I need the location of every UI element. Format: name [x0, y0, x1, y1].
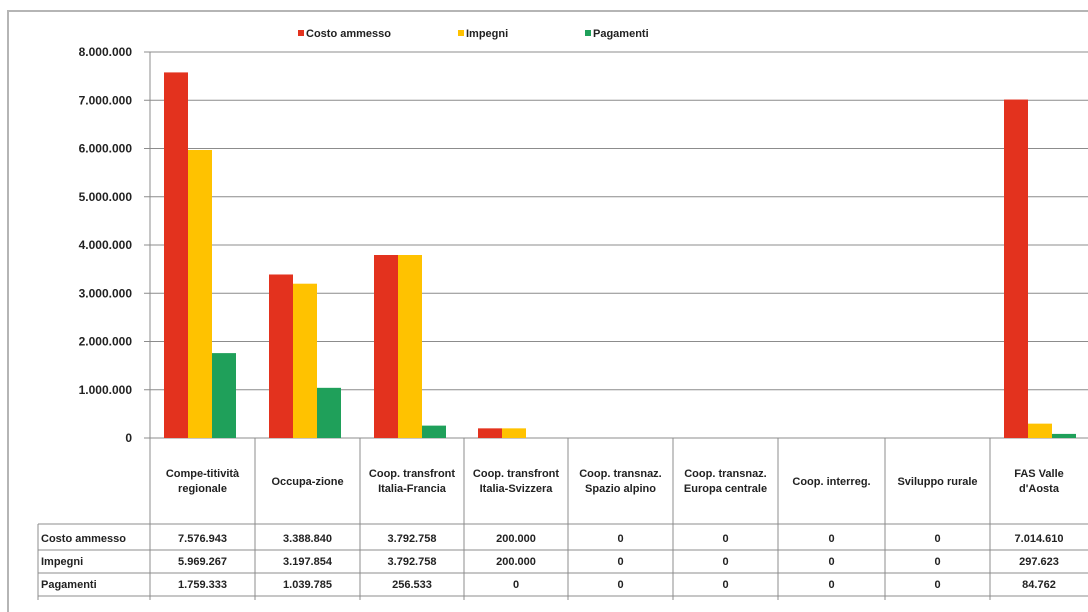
table-cell: 0: [722, 533, 729, 545]
bar: [374, 254, 398, 438]
table-cell: 84.762: [1022, 579, 1056, 591]
bar: [478, 428, 502, 438]
table-cell: 0: [934, 579, 941, 591]
table-cell: 0: [722, 579, 729, 591]
table-row-label: Pagamenti: [41, 579, 97, 591]
bar: [317, 387, 341, 438]
table-cell: 3.197.854: [283, 556, 332, 568]
table-row-label: Costo ammesso: [41, 533, 126, 545]
bar: [164, 72, 188, 438]
table-cell: 1.039.785: [283, 579, 332, 591]
table-cell: 3.792.758: [387, 533, 437, 545]
y-tick-label: 5.000.000: [79, 190, 133, 204]
y-tick-label: 7.000.000: [79, 93, 133, 107]
category-label: Coop. transfront Italia-Svizzera: [472, 468, 560, 495]
table-cell: 7.576.943: [178, 533, 227, 545]
table-cell: 0: [828, 579, 835, 591]
table-cell: 200.000: [496, 533, 536, 545]
y-tick-label: 0: [125, 431, 132, 445]
bar: [293, 283, 317, 438]
legend-label: Pagamenti: [593, 28, 649, 40]
table-row-label: Impegni: [41, 556, 84, 568]
y-tick-label: 3.000.000: [79, 286, 133, 300]
bar: [1004, 99, 1028, 438]
legend-swatch: [585, 30, 591, 36]
bar: [188, 149, 212, 439]
category-label: Compe-titività regionale: [165, 468, 240, 495]
legend-swatch: [298, 30, 304, 36]
table-cell: 0: [617, 533, 624, 545]
bar: [269, 274, 293, 438]
legend-swatch: [458, 30, 464, 36]
table-cell: 0: [617, 556, 624, 568]
category-label: Coop. transfront Italia-Francia: [368, 468, 456, 495]
legend-label: Impegni: [466, 28, 508, 40]
table-cell: 5.969.267: [178, 556, 227, 568]
bar: [212, 353, 236, 438]
table-cell: 0: [722, 556, 729, 568]
category-label: Occupa-zione: [271, 475, 344, 488]
legend-label: Costo ammesso: [306, 28, 391, 40]
category-label: Coop. transnaz. Europa centrale: [683, 468, 768, 495]
y-tick-label: 4.000.000: [79, 238, 133, 252]
table-cell: 3.792.758: [387, 556, 437, 568]
chart-frame: [7, 10, 1088, 612]
table-cell: 0: [617, 579, 624, 591]
table-cell: 3.388.840: [283, 533, 332, 545]
y-tick-label: 6.000.000: [79, 142, 133, 156]
bar: [1052, 433, 1076, 438]
y-tick-label: 2.000.000: [79, 335, 133, 349]
bar: [422, 425, 446, 438]
bar: [1028, 423, 1052, 438]
table-cell: 0: [934, 556, 941, 568]
category-label: Coop. interreg.: [792, 475, 871, 488]
table-cell: 1.759.333: [178, 579, 227, 591]
y-tick-label: 1.000.000: [79, 383, 133, 397]
table-cell: 0: [934, 533, 941, 545]
table-cell: 0: [512, 579, 520, 591]
category-label: FAS Valle d'Aosta: [1014, 468, 1064, 495]
table-cell: 0: [828, 556, 835, 568]
category-label: Sviluppo rurale: [897, 475, 978, 488]
table-cell: 256.533: [392, 579, 432, 591]
bar: [398, 254, 422, 438]
table-cell: 0: [828, 533, 835, 545]
table-cell: 297.623: [1019, 556, 1059, 568]
category-label: Coop. transnaz. Spazio alpino: [579, 468, 662, 495]
table-cell: 200.000: [496, 556, 536, 568]
bar: [502, 428, 526, 438]
y-tick-label: 8.000.000: [79, 45, 133, 59]
table-cell: 7.014.610: [1014, 533, 1064, 545]
